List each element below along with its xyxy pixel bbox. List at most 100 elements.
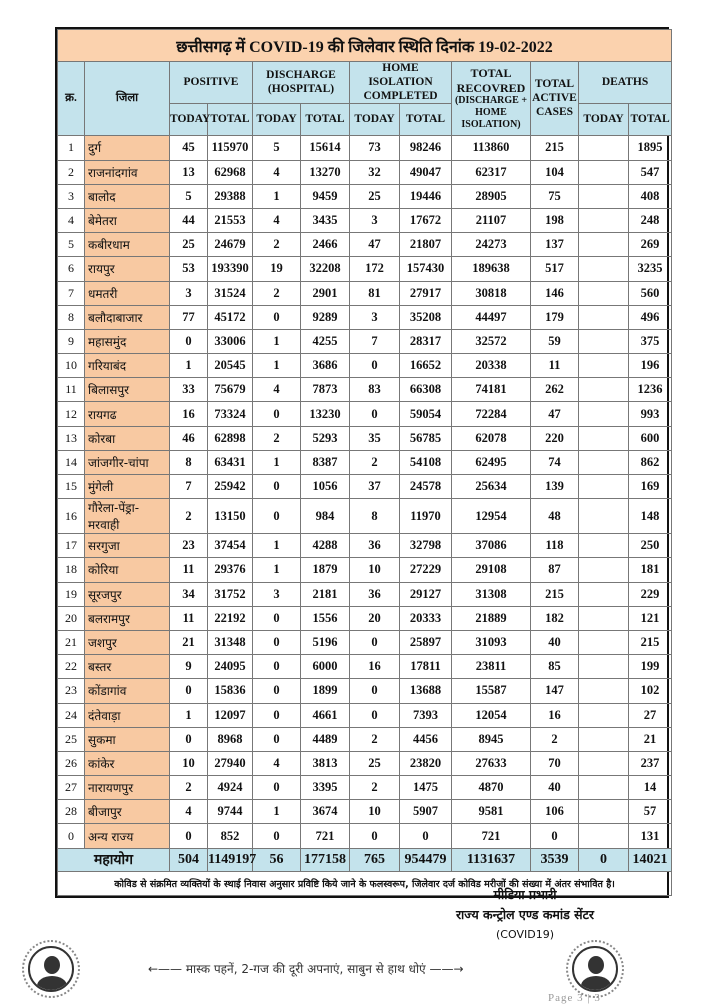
cell-value: 4 <box>252 207 301 234</box>
cell-value: 10 <box>349 799 400 825</box>
cell-value: 48 <box>530 498 579 535</box>
cell-value: 3 <box>169 280 208 306</box>
cell-value: 13 <box>169 159 208 185</box>
cell-value <box>578 498 629 535</box>
district-name: गरियाबंद <box>84 353 170 379</box>
cell-value: 262 <box>530 377 579 403</box>
cell-value: 25634 <box>451 474 531 500</box>
row-serial: 9 <box>57 328 85 355</box>
cell-value <box>578 678 629 704</box>
cell-value: 8 <box>169 449 208 476</box>
cell-value: 31524 <box>207 280 253 306</box>
table-row: 21 जशपुर 21 31348 0 5196 0 25897 31093 40 215 <box>57 629 673 656</box>
cell-value: 81 <box>349 280 400 306</box>
cell-value: 15587 <box>451 678 531 704</box>
cell-value: 2 <box>349 726 400 752</box>
cell-value: 106 <box>530 799 579 825</box>
cell-value: 139 <box>530 474 579 500</box>
cell-value: 0 <box>252 304 301 330</box>
cell-value: 2 <box>169 775 208 801</box>
header-today: TODAY <box>169 103 210 137</box>
row-serial: 14 <box>57 449 85 476</box>
district-name: दंतेवाड़ा <box>84 702 170 728</box>
table-row: 2 राजनांदगांव 13 62968 4 13270 32 49047 62317 104… <box>57 159 673 185</box>
cell-value: 20333 <box>399 605 452 631</box>
header-discharge: DISCHARGE (HOSPITAL) <box>252 60 350 105</box>
cell-value: 11 <box>169 605 208 631</box>
cell-value: 0 <box>252 474 301 500</box>
cell-value: 0 <box>252 678 301 704</box>
cell-value: 2 <box>349 449 400 476</box>
cell-value: 2 <box>169 498 208 535</box>
cell-value: 198 <box>530 207 579 234</box>
cell-value: 4 <box>252 377 301 403</box>
cell-value: 44 <box>169 207 208 234</box>
header-total-recovered-label: TOTAL RECOVRED <box>456 66 526 95</box>
cell-value: 0 <box>252 726 301 752</box>
grand-total-value: 765 <box>349 847 400 872</box>
safety-slogan: ←—— मास्क पहनें, 2-गज की दूरी अपनाएं, सा… <box>148 962 464 976</box>
district-name: गौरेला-पेंड्रा-मरवाही <box>84 498 170 535</box>
cell-value: 102 <box>627 678 673 704</box>
cell-value: 182 <box>530 605 579 631</box>
cell-value: 3 <box>349 304 400 330</box>
table-row: 23 कोंडागांव 0 15836 0 1899 0 13688 15587 147 102 <box>57 678 673 704</box>
district-name: नारायणपुर <box>84 775 170 801</box>
cell-value: 172 <box>349 256 400 282</box>
cell-value: 19446 <box>399 183 452 209</box>
table-row: 24 दंतेवाड़ा 1 12097 0 4661 0 7393 12054 16 27 <box>57 702 673 728</box>
district-name: बालोद <box>84 183 170 209</box>
grand-total-value: 954479 <box>399 847 452 872</box>
cell-value: 4661 <box>300 702 350 728</box>
row-serial: 1 <box>57 135 85 161</box>
cell-value: 62968 <box>207 159 253 185</box>
cell-value: 179 <box>530 304 579 330</box>
cell-value: 47 <box>530 401 579 427</box>
district-name: कोरिया <box>84 557 170 583</box>
cell-value: 1 <box>252 353 301 379</box>
cell-value: 36 <box>349 533 400 559</box>
district-name: बिलासपुर <box>84 377 170 403</box>
cell-value: 4456 <box>399 726 452 752</box>
cell-value <box>578 377 629 403</box>
cell-value: 5293 <box>300 425 350 451</box>
cell-value: 3686 <box>300 353 350 379</box>
row-serial: 19 <box>57 581 85 607</box>
cell-value: 62495 <box>451 449 531 476</box>
district-name: कांकेर <box>84 750 170 777</box>
cell-value: 46 <box>169 425 208 451</box>
cell-value: 33006 <box>207 328 253 355</box>
cell-value: 4489 <box>300 726 350 752</box>
cell-value: 19 <box>252 256 301 282</box>
cell-value: 17811 <box>399 654 452 680</box>
signature-block: मीडिया प्रभारी राज्य कन्ट्रोल एण्ड कमांड… <box>400 885 650 945</box>
table-row: 12 रायगढ 16 73324 0 13230 0 59054 72284 47 993 <box>57 401 673 427</box>
row-serial: 0 <box>57 823 85 849</box>
cell-value: 199 <box>627 654 673 680</box>
cell-value: 269 <box>627 232 673 258</box>
cell-value: 75679 <box>207 377 253 403</box>
row-serial: 17 <box>57 533 85 559</box>
cell-value: 0 <box>252 498 301 535</box>
cell-value: 59054 <box>399 401 452 427</box>
cell-value <box>578 726 629 752</box>
header-today: TODAY <box>252 103 301 137</box>
cell-value: 31308 <box>451 581 531 607</box>
cell-value <box>578 159 629 185</box>
cell-value: 993 <box>627 401 673 427</box>
cell-value: 66308 <box>399 377 452 403</box>
cell-value: 16 <box>530 702 579 728</box>
mask-person-icon <box>566 940 624 998</box>
cell-value: 721 <box>300 823 350 849</box>
cell-value: 56785 <box>399 425 452 451</box>
cell-value: 852 <box>207 823 253 849</box>
cell-value: 29127 <box>399 581 452 607</box>
table-row: 8 बलौदाबाजार 77 45172 0 9289 3 35208 44497 179 496 <box>57 304 673 330</box>
cell-value: 14 <box>627 775 673 801</box>
table-row: 1 दुर्ग 45 115970 5 15614 73 98246 113860 215 1895 <box>57 135 673 161</box>
cell-value: 496 <box>627 304 673 330</box>
table-row: 19 सूरजपुर 34 31752 3 2181 36 29127 31308 215 229 <box>57 581 673 607</box>
grand-total-value: 0 <box>578 847 629 872</box>
cell-value: 22192 <box>207 605 253 631</box>
cell-value: 215 <box>530 581 579 607</box>
